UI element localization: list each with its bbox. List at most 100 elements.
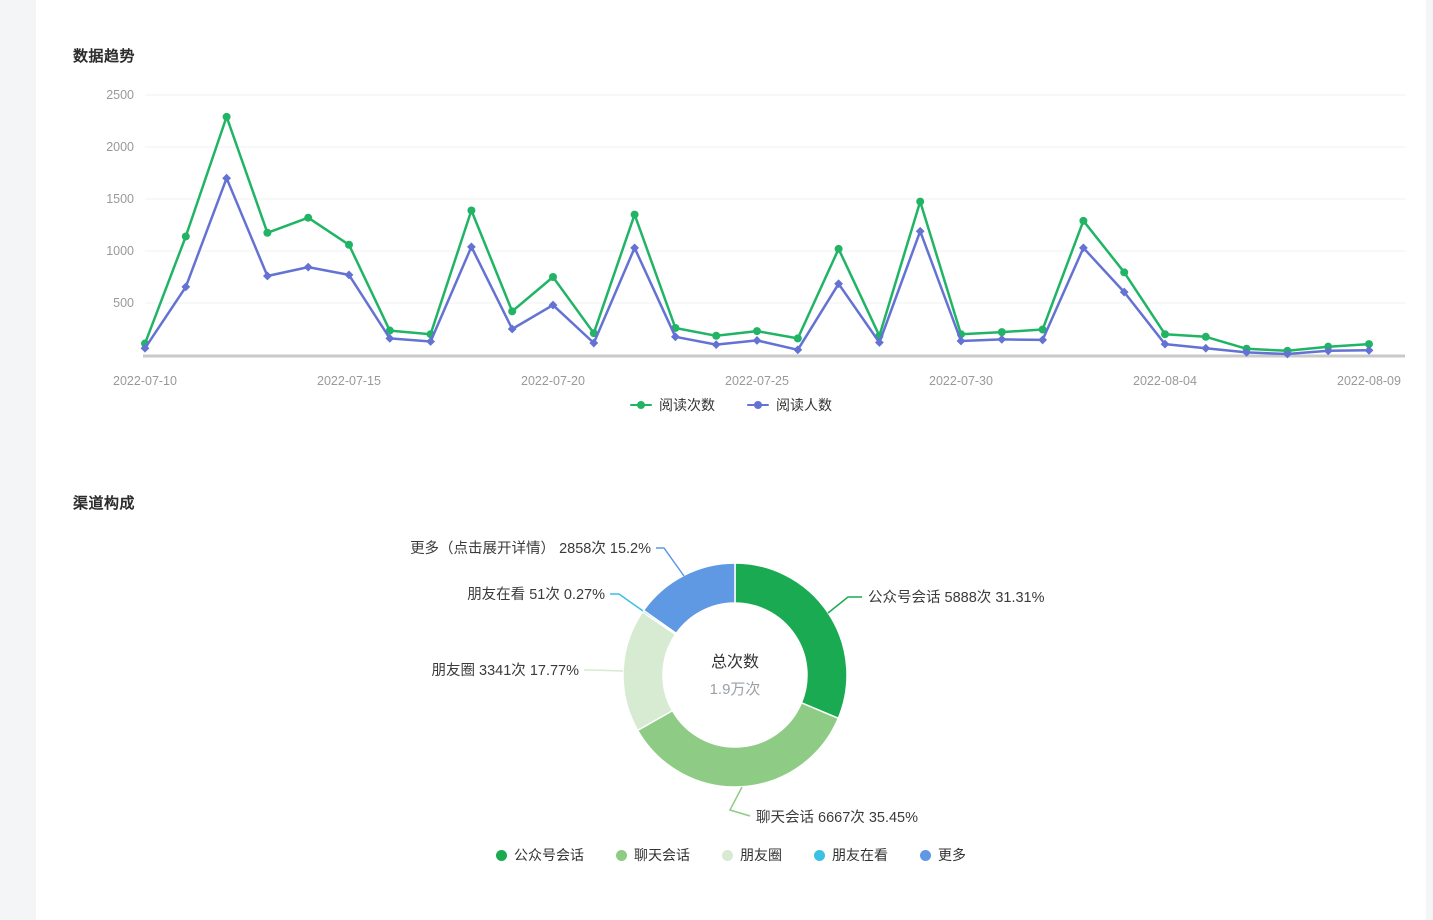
data-point	[1323, 346, 1333, 356]
pie-series-icon	[814, 849, 825, 861]
legend-label: 朋友在看	[832, 847, 888, 863]
data-point	[712, 331, 721, 340]
x-axis-line	[143, 354, 1405, 358]
trend-section-title: 数据趋势	[73, 48, 136, 65]
data-point	[304, 213, 313, 222]
data-point	[140, 343, 150, 353]
line-series-icon	[630, 401, 652, 409]
data-point	[915, 226, 925, 236]
pie-slice-1[interactable]	[734, 562, 848, 720]
legend-label: 更多	[938, 847, 966, 863]
pie-series-icon	[722, 849, 733, 861]
data-point	[467, 242, 476, 252]
data-point	[426, 337, 435, 346]
y-axis-tick-label: 2500	[106, 88, 134, 102]
pie-label-1: 公众号会话 5888次 31.31%	[868, 589, 1045, 606]
data-point	[508, 307, 517, 316]
legend-label: 阅读人数	[776, 397, 832, 413]
channel-legend-item-5[interactable]: 更多	[920, 845, 966, 865]
data-point	[793, 345, 803, 355]
y-axis-tick-label: 1500	[106, 192, 134, 206]
legend-label: 公众号会话	[514, 847, 584, 863]
x-axis-tick-label: 2022-08-09	[1337, 374, 1401, 388]
data-point	[997, 335, 1007, 344]
trend-legend-item-read-count[interactable]: 阅读次数	[630, 395, 715, 415]
pie-label-line	[656, 547, 685, 577]
data-point	[916, 197, 925, 206]
data-point	[1161, 330, 1169, 339]
pie-label-line	[610, 593, 644, 612]
data-point	[997, 328, 1006, 337]
data-point	[1242, 348, 1251, 357]
data-point	[263, 228, 272, 237]
data-point	[793, 334, 802, 343]
x-axis-tick-label: 2022-07-10	[113, 374, 177, 388]
data-point	[711, 340, 721, 349]
data-point	[1364, 345, 1374, 355]
data-point	[345, 240, 353, 249]
data-point	[549, 273, 557, 281]
pie-label-line	[584, 669, 624, 672]
line-series-read-count	[143, 115, 1370, 353]
data-point	[344, 270, 354, 280]
data-point	[385, 333, 395, 343]
data-point	[671, 332, 680, 342]
y-axis-tick-label: 1000	[106, 244, 134, 258]
y-axis-tick-label: 500	[113, 296, 134, 310]
x-axis-tick-label: 2022-08-04	[1133, 374, 1197, 388]
pie-slice-5[interactable]	[642, 562, 736, 635]
page-right-margin	[1426, 0, 1433, 920]
data-point	[222, 173, 231, 183]
channel-legend-item-1[interactable]: 公众号会话	[496, 845, 584, 865]
data-point	[589, 329, 598, 338]
data-point	[1038, 335, 1047, 345]
channel-donut-chart: 公众号会话 5888次 31.31% 聊天会话 6667次 35.45% 朋友圈 3…	[410, 540, 1045, 826]
x-axis-tick-label: 2022-07-15	[317, 374, 381, 388]
channel-legend-item-3[interactable]: 朋友圈	[722, 845, 782, 865]
pie-series-icon	[496, 849, 507, 861]
data-point	[181, 232, 190, 241]
pie-label-4: 朋友在看 51次 0.27%	[467, 586, 605, 603]
channel-section-title: 渠道构成	[73, 495, 136, 512]
pie-label-5[interactable]: 更多（点击展开详情） 2858次 15.2%	[410, 540, 651, 557]
data-point	[263, 271, 272, 281]
data-point	[548, 300, 558, 310]
pie-slice-2[interactable]	[636, 702, 840, 788]
x-axis-tick-label: 2022-07-20	[521, 374, 585, 388]
data-point	[834, 244, 843, 253]
data-point	[1119, 287, 1129, 297]
channel-legend: 公众号会话 聊天会话 朋友圈 朋友在看 更多	[36, 845, 1426, 865]
data-point	[630, 243, 639, 253]
data-point	[1365, 340, 1373, 349]
legend-label: 阅读次数	[659, 397, 715, 413]
data-point	[630, 210, 639, 219]
data-point	[1079, 243, 1088, 253]
data-point	[834, 279, 843, 289]
channel-legend-item-2[interactable]: 聊天会话	[616, 845, 690, 865]
trend-legend-item-read-people[interactable]: 阅读人数	[747, 395, 832, 415]
data-point	[1201, 332, 1210, 341]
data-point	[385, 326, 394, 335]
data-point	[1283, 349, 1292, 359]
data-point	[1160, 339, 1170, 349]
pie-label-2: 聊天会话 6667次 35.45%	[756, 809, 918, 826]
pie-label-line	[827, 596, 862, 614]
legend-label: 朋友圈	[740, 847, 782, 863]
line-series-icon	[747, 401, 769, 409]
data-point	[181, 282, 191, 292]
channel-legend-item-4[interactable]: 朋友在看	[814, 845, 888, 865]
data-point	[753, 327, 761, 336]
x-axis-tick-label: 2022-07-25	[725, 374, 789, 388]
data-point	[1120, 268, 1129, 277]
x-axis-tick-label: 2022-07-30	[929, 374, 993, 388]
data-point	[467, 206, 476, 215]
data-point	[507, 324, 517, 334]
legend-label: 聊天会话	[634, 847, 690, 863]
pie-series-icon	[920, 849, 931, 861]
data-point	[589, 338, 599, 348]
data-point	[1079, 216, 1088, 225]
data-point	[1201, 343, 1211, 353]
pie-label-line	[728, 786, 751, 817]
pie-series-icon	[616, 849, 627, 861]
trend-line-chart: 2500 2000 1500 1000 500 2022-07-10 2022-07-15 2…	[106, 88, 1405, 388]
